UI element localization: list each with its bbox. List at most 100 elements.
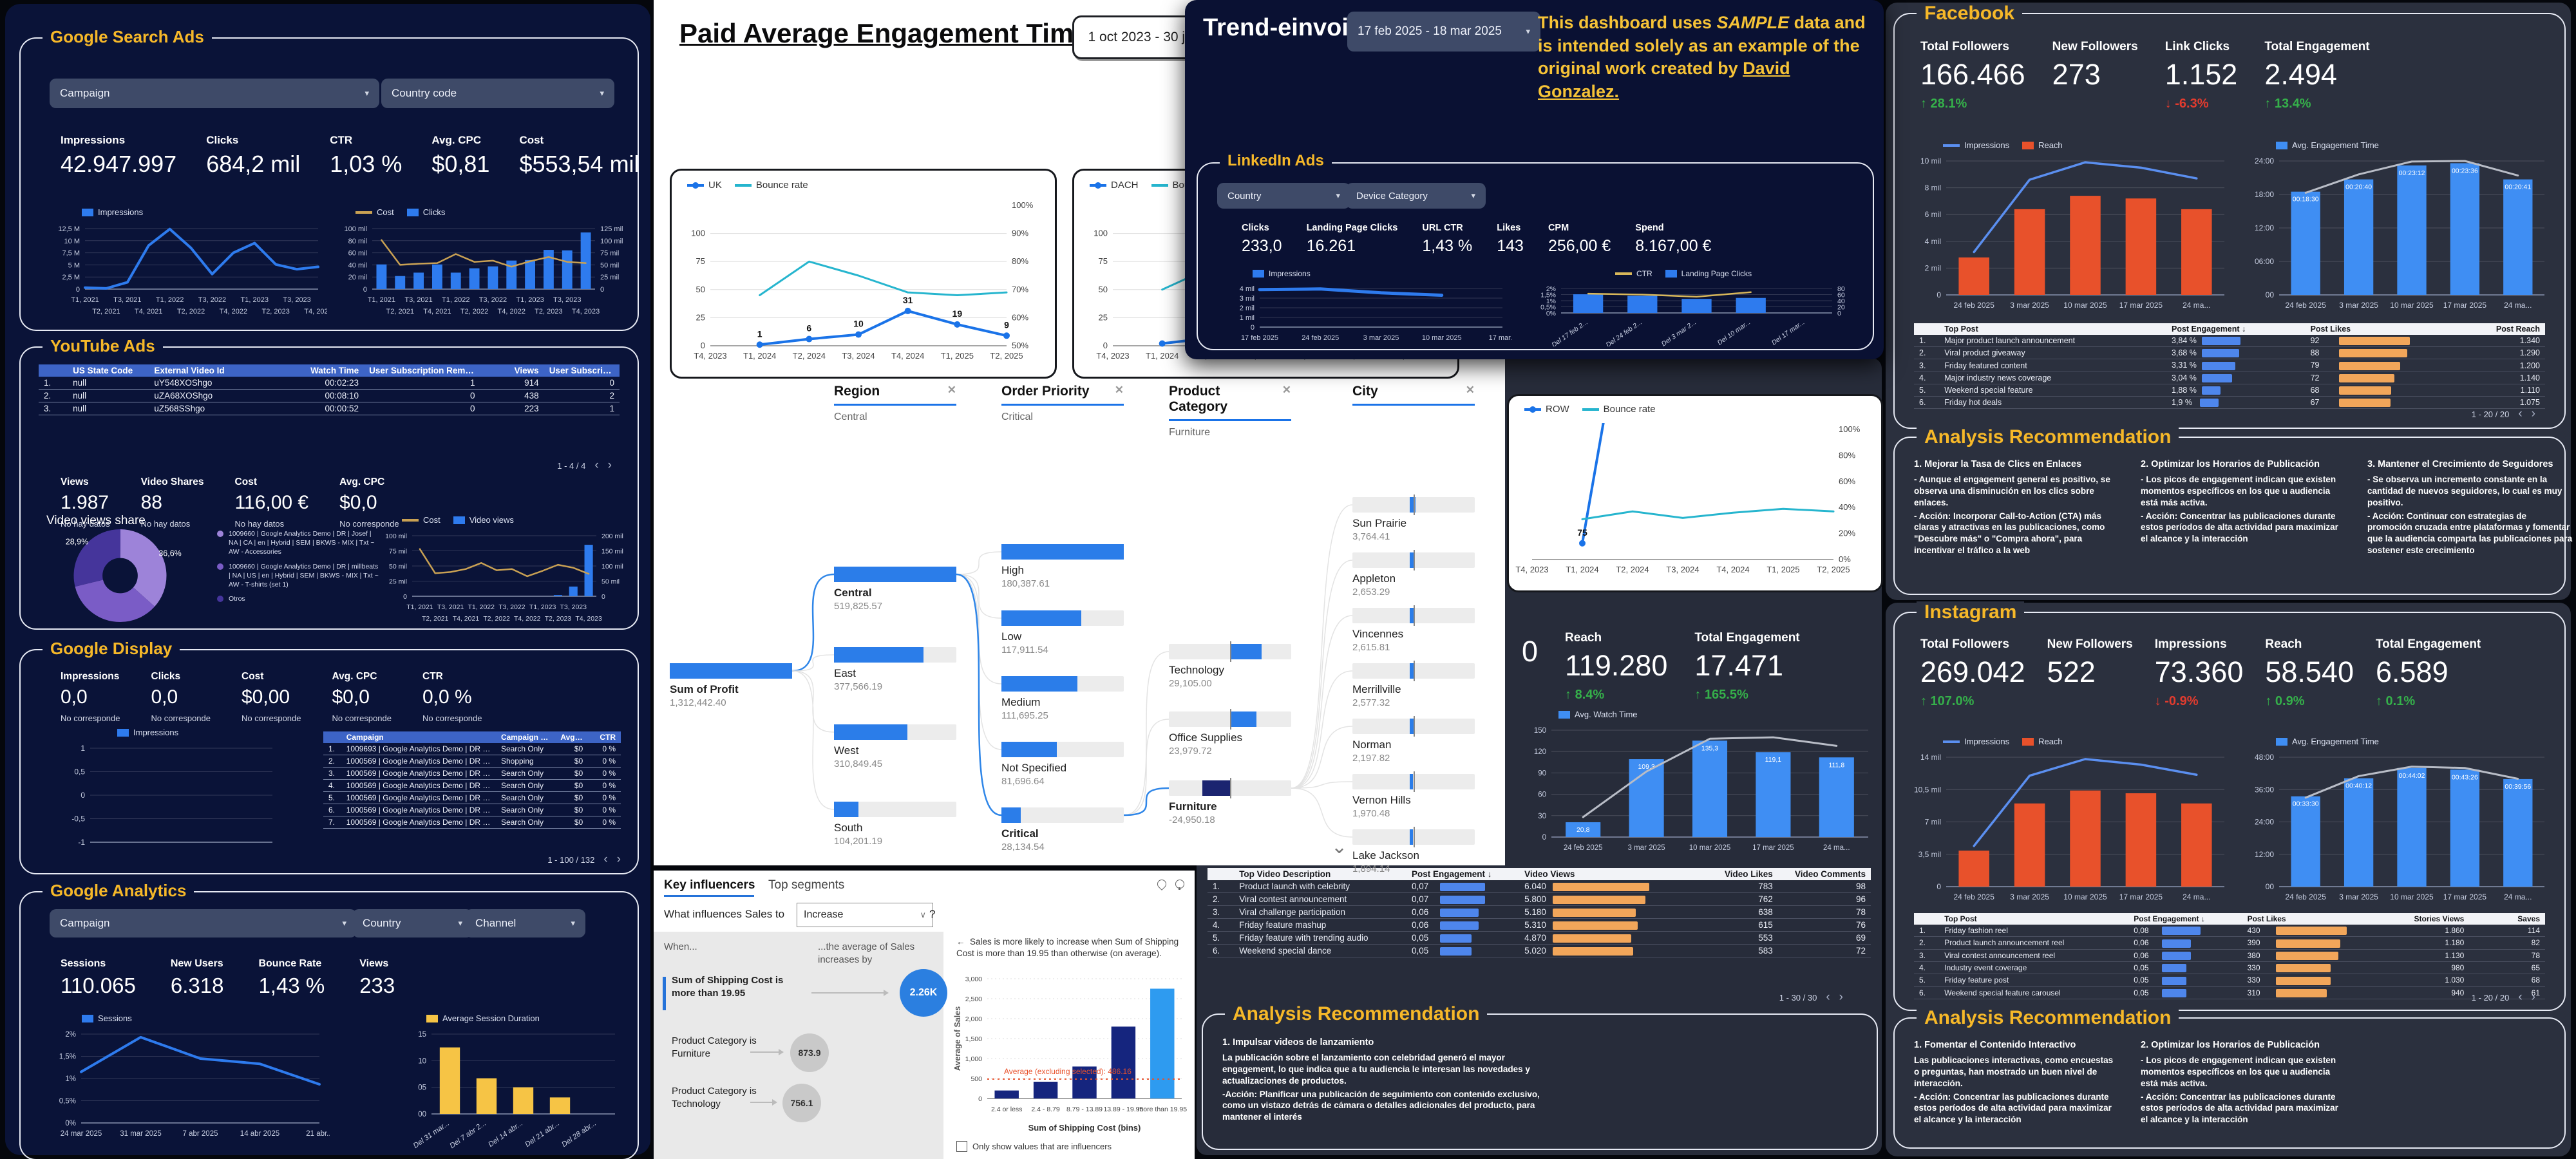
table-row[interactable]: 7. 1000569 | Google Analytics Demo | DR |…: [323, 816, 621, 829]
ki-metric-dropdown[interactable]: Increase ∨: [797, 903, 933, 927]
prev-page-icon[interactable]: ‹: [603, 853, 608, 866]
table-row[interactable]: 4. Major industry news coverage 3,04 % 72 1.…: [1914, 372, 2545, 384]
table-row[interactable]: 3. Friday featured content 3,31 % 79 1.200: [1914, 359, 2545, 372]
tree-node[interactable]: Furniture -24,950.18: [1169, 778, 1291, 825]
column-header[interactable]: Post Likes: [2242, 913, 2382, 925]
table-row[interactable]: 5. Weekend special feature 1,88 % 68 1.110: [1914, 384, 2545, 397]
tree-node[interactable]: High 180,387.61: [1001, 544, 1124, 589]
influencer-1-bubble[interactable]: 2.26K: [900, 969, 947, 1017]
column-header[interactable]: [1914, 323, 1940, 335]
checkbox-icon[interactable]: [956, 1141, 967, 1152]
tree-node[interactable]: Not Specified 81,696.64: [1001, 742, 1124, 787]
tree-node[interactable]: Critical 28,134.54: [1001, 807, 1124, 853]
column-header[interactable]: Post Engagement ↓: [2128, 913, 2242, 925]
table-row[interactable]: 5. Friday feature post 0,05 330 1.030 68: [1914, 974, 2545, 987]
next-page-icon[interactable]: ›: [2531, 990, 2535, 1004]
column-header[interactable]: Stories Views: [2381, 913, 2470, 925]
column-header[interactable]: Campaign type: [495, 731, 556, 743]
column-header[interactable]: Top Video Description: [1234, 868, 1406, 880]
column-header[interactable]: Video Likes: [1685, 868, 1778, 880]
influencer-1-label[interactable]: Sum of Shipping Cost is more than 19.95: [672, 975, 784, 999]
tree-node[interactable]: Norman 2,197.82: [1352, 716, 1475, 764]
tree-node[interactable]: Sum of Profit 1,312,442.40: [670, 663, 792, 708]
table-row[interactable]: 6. 1000569 | Google Analytics Demo | DR |…: [323, 804, 621, 816]
tree-node[interactable]: Medium 111,695.25: [1001, 676, 1124, 721]
table-row[interactable]: 1. null uY548XOShgo 00:02:23 1 914 0: [39, 377, 620, 390]
tree-node[interactable]: Lake Jackson 1,894.14: [1352, 827, 1475, 874]
prev-page-icon[interactable]: ‹: [594, 458, 599, 472]
close-icon[interactable]: ✕: [1282, 384, 1291, 396]
ga-channel-filter[interactable]: Channel ▾: [465, 909, 585, 938]
close-icon[interactable]: ✕: [1114, 384, 1124, 396]
table-row[interactable]: 6. Friday hot deals 1,9 % 67 1.075: [1914, 396, 2545, 410]
tree-node[interactable]: Sun Prairie 3,764.41: [1352, 495, 1475, 542]
tree-node[interactable]: South 104,201.19: [834, 802, 956, 847]
li-country-filter[interactable]: Country ▾: [1217, 183, 1350, 209]
close-icon[interactable]: ✕: [947, 384, 956, 396]
prev-page-icon[interactable]: ‹: [1826, 990, 1830, 1004]
table-row[interactable]: 6. Weekend special dance 0,05 5.020 583 72: [1208, 944, 1871, 957]
table-row[interactable]: 3. null uZ568SShgo 00:00:52 0 223 1: [39, 402, 620, 415]
column-header[interactable]: CTR: [588, 731, 621, 743]
tree-node[interactable]: Merrillville 2,577.32: [1352, 661, 1475, 708]
column-header[interactable]: Campaign: [341, 731, 496, 743]
tab-top-segments[interactable]: Top segments: [768, 878, 845, 892]
table-row[interactable]: 5. 1000569 | Google Analytics Demo | DR |…: [323, 791, 621, 804]
table-row[interactable]: 1. 1009693 | Google Analytics Demo | DR |…: [323, 743, 621, 755]
table-row[interactable]: 2. Product launch announcement reel 0,06 39…: [1914, 936, 2545, 950]
tree-node[interactable]: East 377,566.19: [834, 647, 956, 692]
table-row[interactable]: 5. Friday feature with trending audio 0,05…: [1208, 931, 1871, 945]
filter-drop-icon[interactable]: [1155, 878, 1168, 890]
ga-country-filter[interactable]: Country ▾: [352, 909, 473, 938]
tree-node[interactable]: Central 519,825.57: [834, 567, 956, 612]
column-header[interactable]: Avg. C... –: [555, 731, 589, 743]
column-header[interactable]: Post Engagement ↓: [2166, 323, 2306, 335]
table-row[interactable]: 4. 1000569 | Google Analytics Demo | DR |…: [323, 779, 621, 792]
prev-page-icon[interactable]: ‹: [2518, 990, 2523, 1004]
tree-node[interactable]: Low 117,911.54: [1001, 610, 1124, 655]
trend-date-picker[interactable]: 17 feb 2025 - 18 mar 2025 ▾: [1347, 12, 1540, 52]
table-row[interactable]: 4. Friday feature mashup 0,06 5.310 615 76: [1208, 918, 1871, 932]
influencer-2-label[interactable]: Product Category is Furniture: [672, 1035, 757, 1059]
tree-node[interactable]: Vernon Hills 1,970.48: [1352, 771, 1475, 819]
table-row[interactable]: 2. 1000569 | Google Analytics Demo | DR |…: [323, 755, 621, 768]
table-row[interactable]: 6. Weekend special feature carousel 0,05 31…: [1914, 986, 2545, 999]
column-header[interactable]: [1208, 868, 1235, 880]
campaign-filter[interactable]: Campaign ▾: [50, 79, 379, 108]
help-icon[interactable]: ?: [929, 908, 936, 920]
column-header[interactable]: [1914, 913, 1940, 925]
column-header[interactable]: User Subscription Added: [544, 364, 620, 377]
close-icon[interactable]: ✕: [1465, 384, 1475, 396]
table-row[interactable]: 1. Friday fashion reel 0,08 430 1.860 114: [1914, 925, 2545, 938]
column-header[interactable]: Saves: [2469, 913, 2545, 925]
column-header[interactable]: Post Engagement ↓: [1406, 868, 1520, 880]
author-link[interactable]: David Gonzalez.: [1538, 59, 1790, 101]
country-code-filter[interactable]: Country code ▾: [381, 79, 614, 108]
tree-node[interactable]: Technology 29,105.00: [1169, 641, 1291, 689]
next-page-icon[interactable]: ›: [1839, 990, 1843, 1004]
influencer-3-label[interactable]: Product Category is Technology: [672, 1086, 757, 1109]
next-page-icon[interactable]: ›: [616, 853, 621, 866]
li-device-filter[interactable]: Device Category ▾: [1346, 183, 1486, 209]
prev-page-icon[interactable]: ‹: [2518, 407, 2523, 420]
tree-scroll-down-icon[interactable]: ⌄: [1331, 836, 1348, 858]
bulb-icon[interactable]: [1175, 880, 1184, 890]
table-row[interactable]: 2. Viral product giveaway 3,68 % 88 1.290: [1914, 346, 2545, 360]
tree-node[interactable]: Vincennes 2,615.81: [1352, 605, 1475, 653]
column-header[interactable]: Top Post: [1939, 323, 2166, 335]
table-row[interactable]: 4. Industry event coverage 0,05 330 980 65: [1914, 961, 2545, 975]
column-header[interactable]: Post Likes: [2305, 323, 2445, 335]
table-row[interactable]: 1. Product launch with celebrity 0,07 6.040…: [1208, 880, 1871, 893]
tree-node[interactable]: West 310,849.45: [834, 724, 956, 769]
table-row[interactable]: 2. Viral contest announcement 0,07 5.800 762…: [1208, 892, 1871, 906]
influencer-3-bubble[interactable]: 756.1: [782, 1084, 821, 1122]
column-header[interactable]: Views: [480, 364, 544, 377]
tab-key-influencers[interactable]: Key influencers: [664, 878, 755, 892]
ga-campaign-filter[interactable]: Campaign ▾: [50, 909, 357, 938]
table-row[interactable]: 3. 1000569 | Google Analytics Demo | DR |…: [323, 767, 621, 780]
column-header[interactable]: [39, 364, 68, 377]
column-header[interactable]: Post Reach: [2444, 323, 2545, 335]
column-header[interactable]: Top Post: [1939, 913, 2129, 925]
column-header[interactable]: [323, 731, 341, 743]
table-row[interactable]: 2. null uZA68XOShgo 00:08:10 0 438 2: [39, 389, 620, 402]
